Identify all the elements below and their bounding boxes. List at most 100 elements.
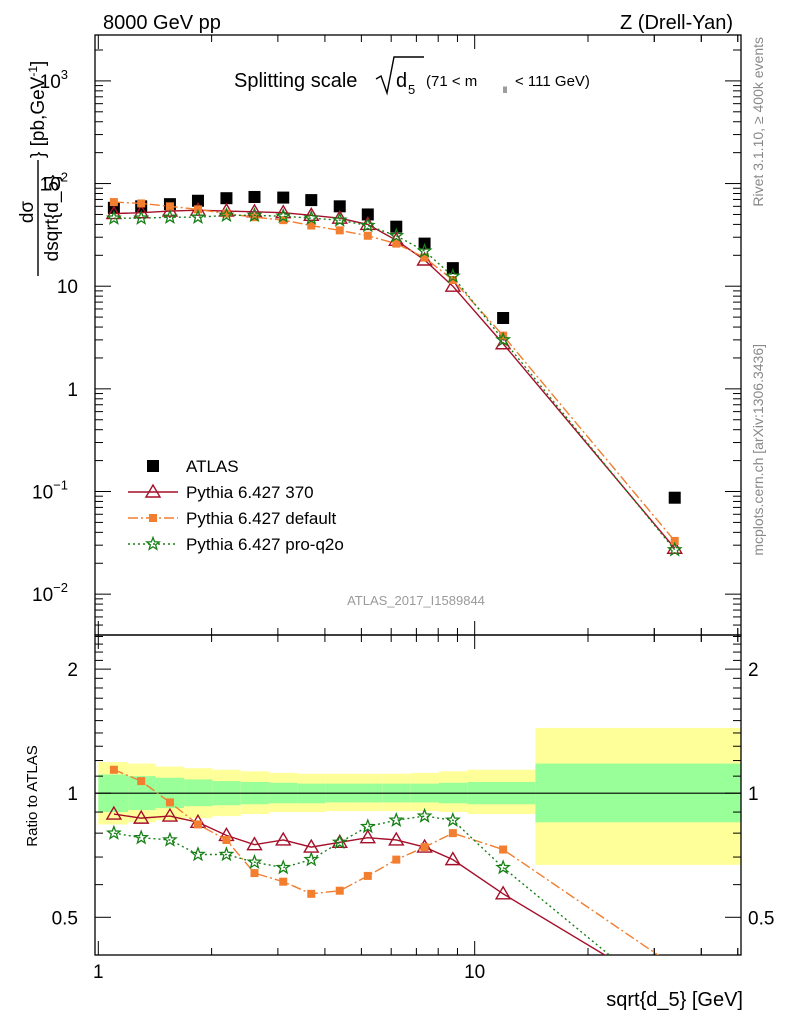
point-pythia-370 <box>105 805 123 820</box>
y-tick-label: 10 <box>57 277 78 298</box>
point-pythia-proq2o <box>495 331 512 347</box>
point-pythia-370 <box>331 833 348 849</box>
y-tick-label: 10−2 <box>32 580 68 606</box>
point-pythia-default <box>499 331 508 340</box>
series-line-pythia_370 <box>113 209 676 549</box>
point-pythia-default <box>392 239 401 248</box>
point-pythia-default <box>420 843 429 852</box>
point-pythia-proq2o <box>359 217 376 233</box>
point-pythia-proq2o <box>161 831 178 847</box>
y-label-units: } [pb,GeV-1] <box>26 61 49 158</box>
point-pythia-proq2o <box>444 267 461 284</box>
y-tick-label: 103 <box>40 67 68 93</box>
legend: ATLAS Pythia 6.427 370 Pythia 6.427 defaul… <box>128 457 344 554</box>
sqrt-symbol <box>375 56 424 96</box>
point-pythia-default <box>279 877 288 886</box>
point-pythia-proq2o <box>416 807 433 823</box>
point-pythia-370 <box>144 483 162 498</box>
legend-label-data: ATLAS <box>186 457 239 476</box>
data-point-atlas <box>333 200 346 213</box>
ratio-line-pythia_370 <box>113 813 607 955</box>
point-pythia-default <box>137 777 146 786</box>
point-pythia-proq2o <box>388 227 405 243</box>
ratio-uncertainty-bands <box>95 727 741 865</box>
data-point-atlas <box>668 491 681 504</box>
point-pythia-default <box>670 536 679 545</box>
side-label-mcplots: mcplots.cern.ch [arXiv:1306.3436] <box>750 344 766 556</box>
point-pythia-proq2o <box>190 846 206 862</box>
point-pythia-default <box>250 213 259 222</box>
point-pythia-proq2o <box>331 211 348 227</box>
point-pythia-proq2o <box>444 811 461 827</box>
ratio-plot-frame <box>94 634 742 956</box>
analysis-id: ATLAS_2017_I1589844 <box>347 593 485 608</box>
x-tick-label: 1 <box>93 962 104 983</box>
point-pythia-proq2o <box>331 833 348 850</box>
point-pythia-proq2o <box>105 824 122 840</box>
data-point-atlas <box>277 191 290 204</box>
data-point-atlas <box>248 190 261 203</box>
data-point-atlas <box>305 194 318 207</box>
y-label-dsigma: dσ <box>17 201 38 224</box>
legend-label-pythia_default: Pythia 6.427 default <box>186 509 337 528</box>
ratio-axes: 1 10 0.5 0.5 1 1 2 2 <box>52 635 774 983</box>
title-cut-sub: ll <box>503 85 507 95</box>
point-pythia-370 <box>444 851 462 866</box>
point-pythia-proq2o <box>190 208 206 224</box>
point-pythia-default <box>671 962 679 970</box>
point-pythia-default <box>279 216 288 225</box>
point-pythia-default <box>109 765 118 774</box>
point-pythia-370 <box>359 829 377 844</box>
point-pythia-default <box>363 231 372 240</box>
point-pythia-default <box>335 226 344 235</box>
point-pythia-proq2o <box>275 207 292 224</box>
point-pythia-370 <box>246 836 263 851</box>
x-axis-label: sqrt{d_5} [GeV] <box>606 989 743 1011</box>
point-pythia-proq2o <box>495 859 512 875</box>
title-cut-left: (71 < m <box>426 73 477 90</box>
point-pythia-default <box>499 845 508 854</box>
data-point-atlas <box>497 312 510 325</box>
point-pythia-default <box>222 209 231 218</box>
data-point-atlas <box>361 208 374 221</box>
point-pythia-370 <box>132 204 150 219</box>
point-pythia-370 <box>494 885 512 900</box>
point-pythia-default <box>448 275 457 284</box>
main-series-layer <box>105 190 683 557</box>
y-tick-label-left: 0.5 <box>52 908 78 929</box>
data-point-atlas <box>147 460 159 472</box>
point-pythia-proq2o <box>666 541 683 557</box>
point-pythia-370 <box>444 277 462 292</box>
point-pythia-proq2o <box>303 209 320 225</box>
data-point-atlas <box>220 192 233 205</box>
point-pythia-default <box>307 221 316 230</box>
point-pythia-370 <box>275 831 292 846</box>
y-tick-label: 1 <box>67 380 78 401</box>
data-point-atlas <box>390 220 403 233</box>
point-pythia-proq2o <box>246 206 263 223</box>
legend-label-pythia_proq2o: Pythia 6.427 pro-q2o <box>186 535 344 554</box>
point-pythia-default <box>448 829 457 838</box>
main-axes: 10−2 10−1 1 10 102 103 <box>32 35 741 636</box>
title-main: Splitting scale <box>234 70 357 92</box>
point-pythia-proq2o <box>359 818 376 834</box>
ratio-line-pythia_proq2o <box>113 815 611 955</box>
y-tick-label-left: 2 <box>67 660 78 681</box>
point-pythia-proq2o <box>416 242 433 258</box>
plot-title: Splitting scale d 5 (71 < m ll < 111 GeV… <box>234 56 590 97</box>
point-pythia-default <box>335 886 344 895</box>
y-tick-label-left: 1 <box>67 784 78 805</box>
point-pythia-370 <box>161 807 179 822</box>
point-pythia-370 <box>388 831 405 846</box>
y-tick-label: 10−1 <box>32 478 68 504</box>
point-pythia-370 <box>132 809 150 824</box>
point-pythia-default <box>363 871 372 880</box>
point-pythia-proq2o <box>275 859 292 875</box>
point-pythia-proq2o <box>133 829 150 845</box>
point-pythia-proq2o <box>388 811 405 827</box>
point-pythia-default <box>222 835 231 844</box>
point-pythia-default <box>165 798 174 807</box>
point-pythia-proq2o <box>218 846 235 862</box>
x-tick-label: 10 <box>464 962 485 983</box>
